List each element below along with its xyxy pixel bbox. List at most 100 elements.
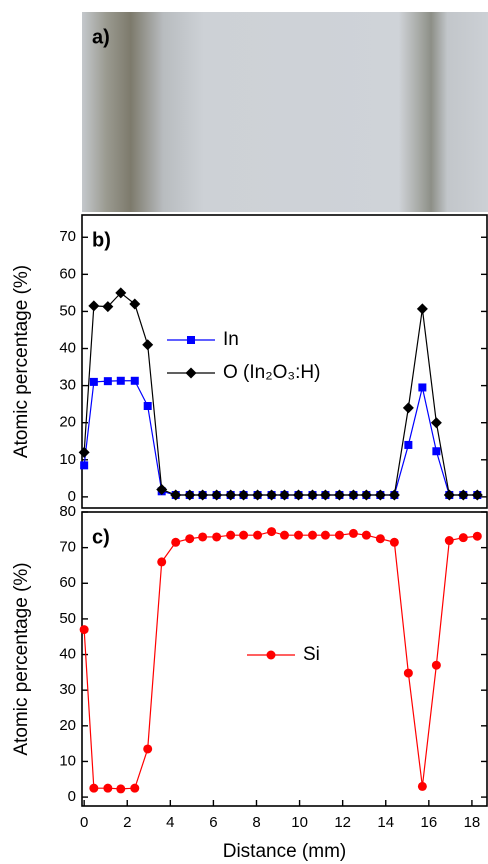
- y-tick-label: 30: [59, 377, 76, 394]
- y-tick-label: 10: [59, 752, 76, 769]
- x-axis-label: Distance (mm): [223, 841, 347, 862]
- x-tick-label: 4: [166, 814, 174, 831]
- data-point: [129, 298, 141, 310]
- legend-marker: [185, 367, 197, 379]
- panel-label: c): [92, 526, 110, 548]
- data-point: [431, 660, 441, 670]
- legend-marker: [187, 336, 195, 344]
- data-point: [307, 489, 319, 501]
- data-point: [347, 489, 359, 501]
- x-tick-label: 10: [291, 814, 308, 831]
- data-point: [225, 489, 237, 501]
- data-point: [253, 530, 263, 540]
- data-point: [212, 532, 222, 542]
- data-point: [185, 534, 195, 544]
- y-axis-label: Atomic percentage (%): [11, 562, 32, 755]
- x-tick-label: 6: [209, 814, 217, 831]
- data-point: [170, 489, 182, 501]
- data-point: [320, 530, 330, 540]
- data-point: [403, 668, 413, 678]
- data-point: [375, 534, 385, 544]
- data-point: [226, 530, 236, 540]
- data-point: [142, 339, 154, 351]
- data-point: [130, 783, 140, 793]
- data-point: [116, 376, 125, 385]
- data-point: [79, 625, 89, 635]
- legend-label: In: [223, 329, 239, 350]
- data-point: [116, 784, 126, 794]
- data-point: [388, 489, 400, 501]
- y-tick-label: 0: [68, 488, 76, 505]
- y-axis-label: Atomic percentage (%): [11, 265, 32, 458]
- data-point: [389, 537, 399, 547]
- photo: [82, 12, 488, 212]
- y-tick-label: 40: [59, 646, 76, 663]
- y-tick-label: 40: [59, 339, 76, 356]
- y-tick-label: 70: [59, 539, 76, 556]
- data-point: [360, 489, 372, 501]
- x-tick-label: 14: [377, 814, 394, 831]
- x-tick-label: 18: [464, 814, 481, 831]
- data-point: [432, 447, 441, 456]
- y-tick-label: 20: [59, 414, 76, 431]
- data-point: [130, 376, 139, 385]
- y-tick-label: 30: [59, 681, 76, 698]
- panel-label: a): [92, 26, 110, 48]
- data-point: [334, 530, 344, 540]
- data-point: [156, 483, 168, 495]
- data-point: [197, 489, 209, 501]
- series-line: [83, 530, 478, 790]
- data-point: [89, 377, 98, 386]
- data-point: [80, 461, 89, 470]
- data-point: [171, 537, 181, 547]
- series-line: [83, 380, 478, 496]
- y-tick-label: 70: [59, 228, 76, 245]
- data-point: [294, 530, 304, 540]
- y-tick-label: 20: [59, 717, 76, 734]
- data-point: [211, 489, 223, 501]
- data-point: [143, 402, 152, 411]
- data-point: [252, 489, 264, 501]
- data-point: [416, 303, 428, 315]
- y-tick-label: 50: [59, 302, 76, 319]
- data-point: [444, 536, 454, 546]
- data-point: [471, 489, 483, 501]
- plot-frame: [81, 214, 488, 509]
- legend-label: Si: [303, 644, 320, 665]
- data-point: [103, 783, 113, 793]
- data-point: [333, 489, 345, 501]
- data-point: [238, 489, 250, 501]
- data-point: [78, 446, 90, 458]
- data-point: [458, 533, 468, 543]
- y-tick-label: 60: [59, 265, 76, 282]
- data-point: [198, 532, 208, 542]
- y-tick-label: 10: [59, 451, 76, 468]
- data-point: [293, 489, 305, 501]
- data-point: [102, 301, 114, 313]
- data-point: [374, 489, 386, 501]
- data-point: [404, 440, 413, 449]
- data-point: [418, 383, 427, 392]
- data-point: [266, 489, 278, 501]
- data-point: [402, 402, 414, 414]
- data-point: [115, 287, 127, 299]
- legend-marker: [266, 650, 276, 660]
- x-tick-label: 0: [80, 814, 88, 831]
- data-point: [319, 489, 331, 501]
- data-point: [280, 530, 289, 540]
- x-tick-label: 8: [252, 814, 260, 831]
- data-point: [157, 557, 167, 567]
- data-point: [239, 530, 249, 540]
- y-tick-label: 60: [59, 574, 76, 591]
- x-tick-label: 2: [123, 814, 131, 831]
- data-point: [143, 744, 153, 754]
- data-point: [472, 531, 482, 541]
- x-tick-label: 12: [334, 814, 351, 831]
- data-point: [348, 528, 358, 538]
- data-point: [417, 781, 427, 791]
- data-point: [184, 489, 196, 501]
- data-point: [88, 300, 100, 312]
- data-point: [103, 377, 112, 386]
- panel-label: b): [92, 229, 111, 251]
